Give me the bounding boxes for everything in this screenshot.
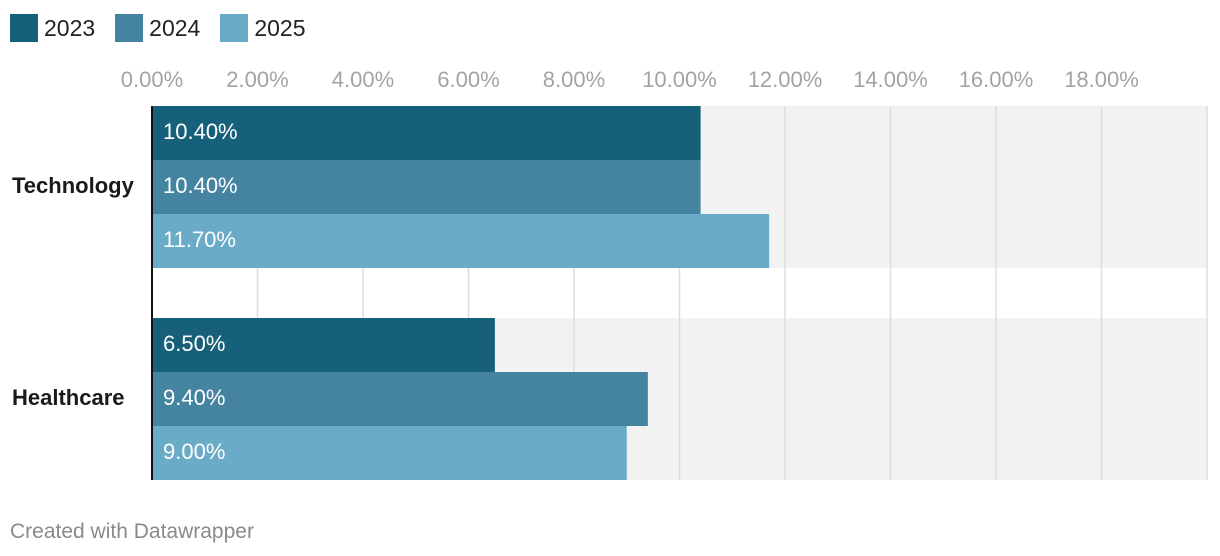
bar-technology-2025 — [152, 214, 770, 268]
category-label-technology: Technology — [12, 173, 135, 198]
bar-technology-2024 — [152, 160, 701, 214]
x-tick-label: 16.00% — [959, 67, 1034, 92]
x-tick-label: 6.00% — [437, 67, 499, 92]
legend-item-2023: 2023 — [10, 14, 95, 42]
x-tick-label: 0.00% — [121, 67, 183, 92]
bar-healthcare-2024 — [152, 372, 648, 426]
legend-label-2023: 2023 — [44, 14, 96, 41]
x-tick-label: 14.00% — [853, 67, 928, 92]
footer-credit: Created with Datawrapper — [10, 520, 254, 543]
x-tick-label: 12.00% — [748, 67, 823, 92]
bar-healthcare-2025 — [152, 426, 627, 480]
data-label: 9.00% — [163, 439, 225, 464]
data-label: 10.40% — [163, 119, 238, 144]
legend-swatch-2024 — [115, 14, 144, 42]
bar-chart: 0.00% 2.00% 4.00% 6.00% 8.00% 10.00% 12.00% 14.… — [12, 67, 1208, 480]
data-label: 10.40% — [163, 173, 238, 198]
data-label: 11.70% — [163, 227, 236, 252]
legend: 2023 2024 2025 — [10, 12, 326, 44]
legend-label-2024: 2024 — [149, 14, 201, 41]
x-tick-label: 4.00% — [332, 67, 394, 92]
legend-swatch-2025 — [220, 14, 249, 42]
data-label: 9.40% — [163, 385, 225, 410]
legend-item-2025: 2025 — [220, 14, 306, 42]
x-tick-label: 8.00% — [543, 67, 605, 92]
x-tick-label: 10.00% — [642, 67, 717, 92]
category-label-healthcare: Healthcare — [12, 385, 125, 410]
bar-healthcare-2023 — [152, 318, 495, 372]
x-tick-label: 18.00% — [1064, 67, 1139, 92]
data-label: 6.50% — [163, 331, 225, 356]
bar-technology-2023 — [152, 106, 701, 160]
x-tick-label: 2.00% — [226, 67, 288, 92]
legend-swatch-2023 — [10, 14, 38, 42]
legend-item-2024: 2024 — [115, 14, 200, 42]
legend-label-2025: 2025 — [254, 14, 306, 41]
